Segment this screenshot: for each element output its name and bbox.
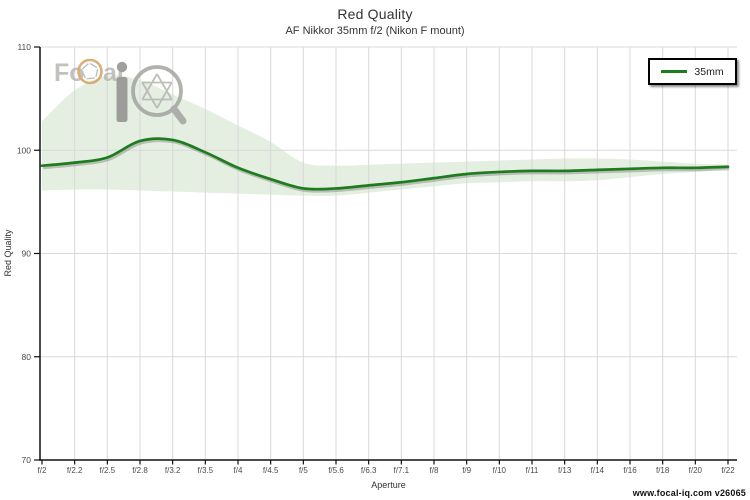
magnifier-aperture-blade-icon [141, 82, 158, 109]
magnifier-aperture-blade-icon [141, 73, 158, 100]
y-tick-label: 110 [17, 42, 31, 52]
x-tick-label: f/7.1 [394, 466, 410, 475]
x-tick-label: f/5.6 [328, 466, 344, 475]
x-tick-label: f/10 [493, 466, 507, 475]
series-line-shadow [43, 138, 730, 193]
focal-iq-watermark-logo: Fo al [54, 58, 187, 125]
watermark-i-stem [116, 77, 128, 122]
x-tick-label: f/2.2 [67, 466, 83, 475]
x-tick-label: f/2.5 [100, 466, 116, 475]
magnifier-glass-icon [131, 65, 183, 117]
magnifier-aperture-blade-icon [156, 82, 173, 109]
x-tick-label: f/22 [721, 466, 735, 475]
watermark-i-dot [116, 61, 128, 73]
aperture-ring-icon [77, 58, 103, 85]
x-tick-label: f/5 [299, 466, 308, 475]
x-tick-label: f/6.3 [361, 466, 377, 475]
x-tick-label: f/4.5 [263, 466, 279, 475]
aperture-blade-icon [89, 62, 98, 69]
chart-subtitle: AF Nikkor 35mm f/2 (Nikon F mount) [285, 25, 465, 37]
aperture-blade-icon [81, 63, 89, 70]
x-tick-label: f/11 [526, 466, 539, 475]
x-tick-label: f/2.8 [132, 466, 148, 475]
magnifier-handle-icon [170, 105, 187, 125]
footer-branding: www.focal-iq.com v26065 [632, 488, 746, 498]
x-tick-label: f/20 [689, 466, 703, 475]
x-axis-title: Aperture [371, 480, 406, 490]
magnifier-aperture-blade-icon [156, 73, 173, 100]
aperture-blade-icon [86, 77, 95, 80]
watermark-text-fo: Fo [54, 59, 85, 87]
x-tick-label: f/4 [234, 466, 243, 475]
x-tick-label: f/8 [430, 466, 439, 475]
x-tick-label: f/18 [656, 466, 670, 475]
y-tick-label: 80 [22, 352, 32, 362]
y-axis-title: Red Quality [3, 229, 13, 277]
aperture-blade-icon [95, 68, 99, 77]
legend-line-swatch [661, 70, 688, 73]
legend-series-label: 35mm [694, 65, 724, 78]
x-tick-label: f/3.2 [165, 466, 181, 475]
y-tick-label: 70 [22, 455, 32, 465]
x-tick-label: f/9 [462, 466, 471, 475]
y-tick-label: 100 [17, 145, 31, 155]
y-tick-label: 90 [22, 249, 32, 259]
x-tick-label: f/3.5 [198, 466, 214, 475]
x-tick-label: f/14 [591, 466, 605, 475]
legend: 35mm [648, 58, 737, 85]
series-line [40, 137, 730, 191]
x-tick-label: f/13 [558, 466, 572, 475]
x-tick-label: f/2 [38, 466, 47, 475]
confidence-band [42, 75, 728, 196]
chart-title: Red Quality [337, 6, 413, 22]
aperture-blade-icon [81, 70, 86, 79]
x-tick-label: f/16 [623, 466, 637, 475]
